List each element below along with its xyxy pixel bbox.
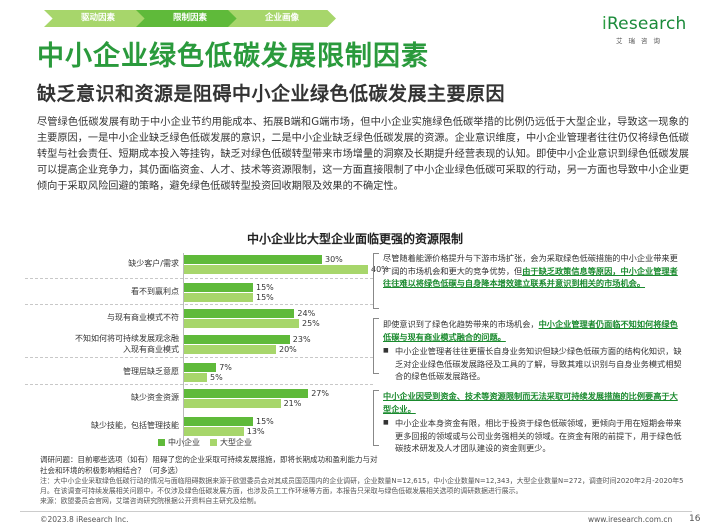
value-label: 5%: [210, 373, 223, 382]
legend-item-sme: 中小企业: [158, 437, 200, 448]
category-label: 看不到赢利点: [131, 287, 179, 296]
bar-chart: 缺少客户/需求 30% 40% 看不到赢利点 15% 15% 与现有商业模式不符 24% 25%…: [25, 247, 389, 452]
bar-large: [184, 345, 276, 354]
panel-2-text: 即使意识到了绿色化趋势带来的市场机会，: [383, 319, 539, 329]
bar-sme: [184, 389, 309, 398]
category-label: 不知如何将可持续发展观念融入现有商业模式: [75, 334, 179, 354]
value-label: 15%: [256, 417, 274, 426]
bar-large: [184, 265, 368, 274]
bracket-3: [373, 390, 379, 446]
chart-axis: [183, 253, 184, 447]
tab-constraints[interactable]: 限制因素: [136, 10, 244, 27]
bar-large: [184, 373, 207, 382]
copyright: ©2023.8 iResearch Inc.: [40, 515, 129, 524]
legend-item-large: 大型企业: [210, 437, 252, 448]
category-label: 缺少客户/需求: [128, 259, 179, 268]
value-label: 40%: [371, 265, 389, 274]
value-label: 24%: [297, 309, 316, 318]
footer-divider: [20, 511, 692, 512]
bar-sme: [184, 255, 322, 264]
value-label: 7%: [219, 363, 232, 372]
group-separator-2: [25, 357, 373, 358]
category-label: 与现有商业模式不符: [107, 313, 179, 322]
value-label: 23%: [292, 335, 311, 344]
chart-title: 中小企业比大型企业面临更强的资源限制: [246, 232, 463, 246]
logo-research: Research: [606, 14, 687, 34]
panel-market-awareness: 尽管随着能源价格提升与下游市场扩张，会为采取绿色低碳措施的中小企业带来更广阔的市…: [383, 252, 683, 290]
bracket-1: [373, 253, 379, 309]
panel-1-text: 尽管随着能源价格提升与下游市场扩张，会为采取绿色低碳措施的中小企业带来更广阔的市…: [383, 253, 678, 276]
value-label: 20%: [279, 345, 297, 354]
logo-i: i: [602, 14, 607, 34]
bar-sme: [184, 417, 253, 426]
intro-paragraph: 尽管绿色低碳发展有助于中小企业节约用能成本、拓展B端和G端市场，但中小企业实施绿…: [37, 117, 689, 192]
group-separator-1: [25, 304, 373, 305]
value-label: 13%: [246, 427, 265, 436]
legend-label-sme: 中小企业: [168, 438, 200, 447]
bar-sme: [184, 283, 253, 292]
value-label: 27%: [311, 389, 329, 398]
category-label: 缺少资金资源: [131, 393, 179, 402]
panel-3-highlight: 中小企业因受到资金、技术等资源限制而无法采取可持续发展措施的比例要高于大型企业。: [383, 391, 678, 414]
panel-1-highlight: 由于缺乏政策信息等原因，中小企业管理者往往难以将绿色低碳与自身降本增效建立联系并…: [383, 265, 678, 289]
value-label: 21%: [283, 399, 302, 408]
panel-3-bullet: 中小企业本身资金有限，相比于投资于绿色低碳领域，更倾向于用在短期会带来更多回报的…: [383, 417, 683, 455]
iresearch-logo: iResearch 艾瑞咨询: [602, 14, 692, 45]
panel-2-bullet: 中小企业管理者往往更擅长自身业务知识但缺少绿色低碳方面的结构化知识，缺乏对企业绿…: [383, 345, 683, 383]
bar-large: [184, 293, 253, 302]
panel-2-highlight: 中小企业管理者仍面临不知如何将绿色低碳与现有商业模式融合的问题。: [383, 319, 678, 342]
website-link[interactable]: www.iresearch.com.cn: [588, 515, 673, 524]
survey-question: 调研问题：目前哪些选项（如有）阻碍了您的企业采取可持续发展措施，即将长期成功和盈…: [40, 455, 378, 475]
footnote: 注：大中小企业采取绿色低碳行动的情况与面临阻碍数据来源于欧盟委员会对其成员国范围…: [40, 477, 684, 505]
group-separator-3: [25, 384, 373, 385]
legend-swatch-sme: [158, 439, 165, 446]
value-label: 15%: [256, 283, 274, 292]
bar-large: [184, 427, 244, 436]
tab-drivers[interactable]: 驱动因素: [44, 10, 152, 27]
bar-large: [184, 399, 281, 408]
logo-subtitle: 艾瑞咨询: [616, 37, 666, 45]
value-label: 30%: [325, 255, 343, 264]
bar-sme: [184, 309, 295, 318]
value-label: 15%: [256, 293, 274, 302]
bar-sme: [184, 363, 217, 372]
bracket-2: [373, 318, 379, 374]
bar-large: [184, 319, 299, 328]
panel-business-model: 即使意识到了绿色化趋势带来的市场机会，中小企业管理者仍面临不知如何将绿色低碳与现…: [383, 318, 683, 383]
section-tabs: 驱动因素 限制因素 企业画像: [44, 10, 344, 27]
value-label: 25%: [302, 319, 320, 328]
group-separator-0: [25, 278, 373, 279]
page-subtitle: 缺乏意识和资源是阻碍中小企业绿色低碳发展主要原因: [37, 83, 506, 105]
bar-sme: [184, 335, 290, 344]
page-number: 16: [689, 514, 701, 524]
chart-legend: 中小企业 大型企业: [158, 437, 252, 448]
panel-resources: 中小企业因受到资金、技术等资源限制而无法采取可持续发展措施的比例要高于大型企业。…: [383, 390, 683, 455]
legend-swatch-large: [210, 439, 217, 446]
tab-enterprise-profile[interactable]: 企业画像: [228, 10, 336, 27]
category-label: 管理层缺乏意愿: [123, 367, 179, 376]
page-title: 中小企业绿色低碳发展限制因素: [37, 41, 429, 72]
category-label: 缺少技能，包括管理技能: [91, 421, 179, 430]
legend-label-large: 大型企业: [220, 438, 252, 447]
